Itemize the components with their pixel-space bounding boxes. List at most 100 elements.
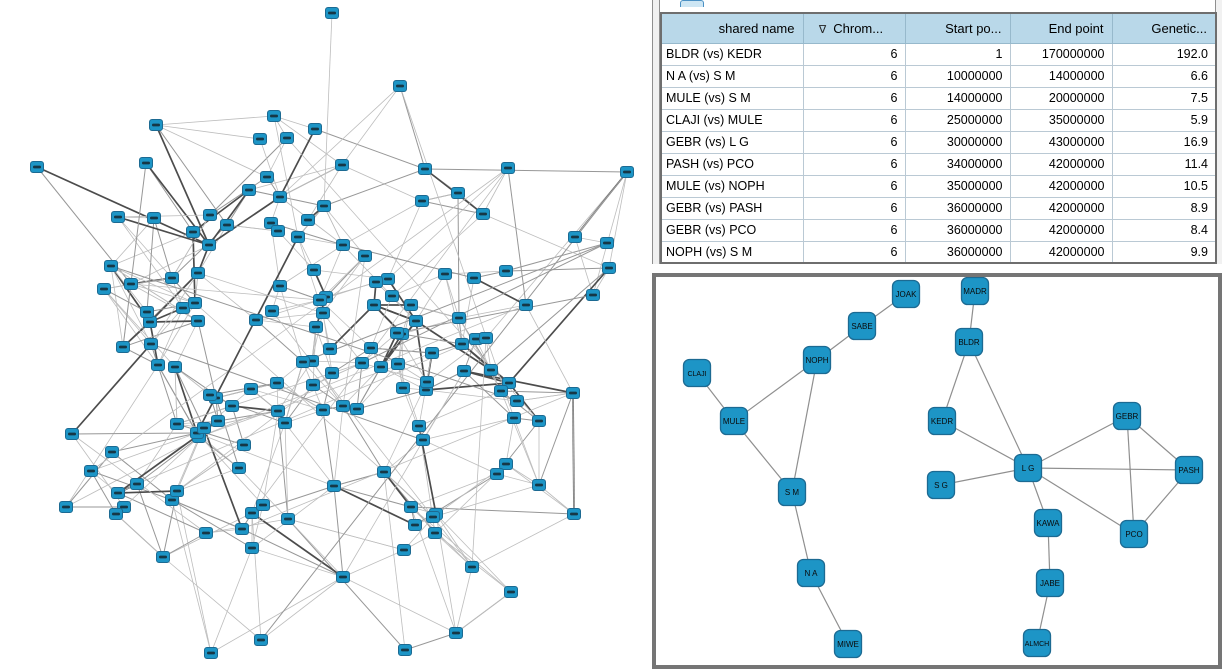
main-network-node[interactable] bbox=[484, 364, 498, 376]
cell-shared_name[interactable]: GEBR (vs) L G bbox=[660, 130, 804, 154]
main-network-node[interactable] bbox=[404, 501, 418, 513]
main-network-node[interactable] bbox=[600, 237, 614, 249]
main-network-node[interactable] bbox=[425, 347, 439, 359]
subnetwork-node-s-g[interactable]: S G bbox=[926, 470, 956, 500]
main-network-node[interactable] bbox=[377, 466, 391, 478]
cell-end[interactable]: 35000000 bbox=[1009, 108, 1113, 132]
subnetwork-node-gebr[interactable]: GEBR bbox=[1112, 401, 1142, 431]
cell-start[interactable]: 36000000 bbox=[904, 218, 1011, 242]
cell-start[interactable]: 36000000 bbox=[904, 196, 1011, 220]
column-header-end[interactable]: End point bbox=[1009, 12, 1113, 44]
main-network-canvas[interactable] bbox=[0, 0, 650, 669]
main-network-node[interactable] bbox=[313, 294, 327, 306]
table-row[interactable]: NOPH (vs) S M 6 36000000 42000000 9.9 bbox=[660, 240, 1217, 264]
main-network-node[interactable] bbox=[245, 507, 259, 519]
main-network-node[interactable] bbox=[327, 480, 341, 492]
cell-shared_name[interactable]: GEBR (vs) PCO bbox=[660, 218, 804, 242]
cell-shared_name[interactable]: N A (vs) S M bbox=[660, 64, 804, 88]
cell-start[interactable]: 34000000 bbox=[904, 152, 1011, 176]
table-row[interactable]: CLAJI (vs) MULE 6 25000000 35000000 5.9 bbox=[660, 108, 1217, 132]
main-network-node[interactable] bbox=[620, 166, 634, 178]
main-network-node[interactable] bbox=[602, 262, 616, 274]
main-network-node[interactable] bbox=[245, 542, 259, 554]
main-network-node[interactable] bbox=[415, 195, 429, 207]
cell-start[interactable]: 1 bbox=[904, 42, 1011, 66]
cell-chromosome[interactable]: 6 bbox=[802, 218, 906, 242]
subnetwork-node-s-m[interactable]: S M bbox=[777, 477, 807, 507]
main-network-node[interactable] bbox=[301, 214, 315, 226]
main-network-node[interactable] bbox=[519, 299, 533, 311]
cell-chromosome[interactable]: 6 bbox=[802, 108, 906, 132]
column-header-genetic[interactable]: Genetic... bbox=[1111, 12, 1217, 44]
main-network-node[interactable] bbox=[449, 627, 463, 639]
main-network-node[interactable] bbox=[381, 273, 395, 285]
main-network-node[interactable] bbox=[149, 119, 163, 131]
subnetwork-node-kawa[interactable]: KAWA bbox=[1033, 508, 1063, 538]
cell-start[interactable]: 14000000 bbox=[904, 86, 1011, 110]
cell-chromosome[interactable]: 6 bbox=[802, 240, 906, 264]
main-network-node[interactable] bbox=[309, 321, 323, 333]
main-network-node[interactable] bbox=[336, 571, 350, 583]
cell-start[interactable]: 35000000 bbox=[904, 174, 1011, 198]
main-network-node[interactable] bbox=[281, 513, 295, 525]
main-network-node[interactable] bbox=[232, 462, 246, 474]
subnetwork-edge[interactable] bbox=[733, 359, 818, 422]
main-network-node[interactable] bbox=[170, 485, 184, 497]
column-header-shared_name[interactable]: shared name bbox=[660, 12, 804, 44]
main-network-node[interactable] bbox=[317, 200, 331, 212]
main-network-node[interactable] bbox=[325, 7, 339, 19]
subnetwork-node-jabe[interactable]: JABE bbox=[1035, 568, 1065, 598]
main-network-node[interactable] bbox=[235, 523, 249, 535]
main-network-node[interactable] bbox=[336, 400, 350, 412]
table-row[interactable]: PASH (vs) PCO 6 34000000 42000000 11.4 bbox=[660, 152, 1217, 176]
main-network-node[interactable] bbox=[97, 283, 111, 295]
main-network-node[interactable] bbox=[197, 422, 211, 434]
main-network-node[interactable] bbox=[203, 209, 217, 221]
subnetwork-node-noph[interactable]: NOPH bbox=[802, 345, 832, 375]
main-network-node[interactable] bbox=[307, 264, 321, 276]
main-network-node[interactable] bbox=[391, 358, 405, 370]
main-network-node[interactable] bbox=[124, 278, 138, 290]
cell-end[interactable]: 42000000 bbox=[1009, 218, 1113, 242]
main-network-node[interactable] bbox=[186, 226, 200, 238]
cell-genetic[interactable]: 10.5 bbox=[1111, 174, 1217, 198]
main-network-node[interactable] bbox=[476, 208, 490, 220]
subnetwork-node-l-g[interactable]: L G bbox=[1013, 453, 1043, 483]
main-network-node[interactable] bbox=[308, 123, 322, 135]
main-network-node[interactable] bbox=[156, 551, 170, 563]
cell-end[interactable]: 42000000 bbox=[1009, 196, 1113, 220]
main-network-node[interactable] bbox=[404, 299, 418, 311]
cell-genetic[interactable]: 9.9 bbox=[1111, 240, 1217, 264]
main-network-node[interactable] bbox=[532, 415, 546, 427]
main-network-node[interactable] bbox=[393, 80, 407, 92]
main-network-node[interactable] bbox=[165, 272, 179, 284]
main-network-node[interactable] bbox=[111, 487, 125, 499]
main-network-node[interactable] bbox=[325, 367, 339, 379]
main-network-node[interactable] bbox=[30, 161, 44, 173]
subnetwork-edge[interactable] bbox=[940, 467, 1029, 486]
main-network-node[interactable] bbox=[151, 359, 165, 371]
main-network-node[interactable] bbox=[499, 265, 513, 277]
table-row[interactable]: GEBR (vs) PASH 6 36000000 42000000 8.9 bbox=[660, 196, 1217, 220]
subnetwork-edge[interactable] bbox=[941, 420, 1029, 469]
cell-end[interactable]: 43000000 bbox=[1009, 130, 1113, 154]
table-left-scrollbar-track[interactable] bbox=[652, 0, 660, 264]
cell-shared_name[interactable]: PASH (vs) PCO bbox=[660, 152, 804, 176]
cell-end[interactable]: 42000000 bbox=[1009, 152, 1113, 176]
main-network-node[interactable] bbox=[203, 389, 217, 401]
subnetwork-view[interactable]: JOAK MADR SABE NOPH CLAJI BLDR MULE KEDR GEBR L G… bbox=[656, 277, 1218, 665]
main-network-node[interactable] bbox=[412, 420, 426, 432]
cell-shared_name[interactable]: NOPH (vs) S M bbox=[660, 240, 804, 264]
cell-shared_name[interactable]: GEBR (vs) PASH bbox=[660, 196, 804, 220]
subnetwork-node-joak[interactable]: JOAK bbox=[891, 279, 921, 309]
subnetwork-node-miwe[interactable]: MIWE bbox=[833, 629, 863, 659]
cell-genetic[interactable]: 11.4 bbox=[1111, 152, 1217, 176]
cell-genetic[interactable]: 192.0 bbox=[1111, 42, 1217, 66]
main-network-node[interactable] bbox=[364, 342, 378, 354]
main-network-node[interactable] bbox=[465, 561, 479, 573]
main-network-node[interactable] bbox=[374, 361, 388, 373]
cell-shared_name[interactable]: MULE (vs) NOPH bbox=[660, 174, 804, 198]
subnetwork-edge[interactable] bbox=[968, 341, 1029, 469]
main-network-node[interactable] bbox=[467, 272, 481, 284]
main-network-node[interactable] bbox=[532, 479, 546, 491]
